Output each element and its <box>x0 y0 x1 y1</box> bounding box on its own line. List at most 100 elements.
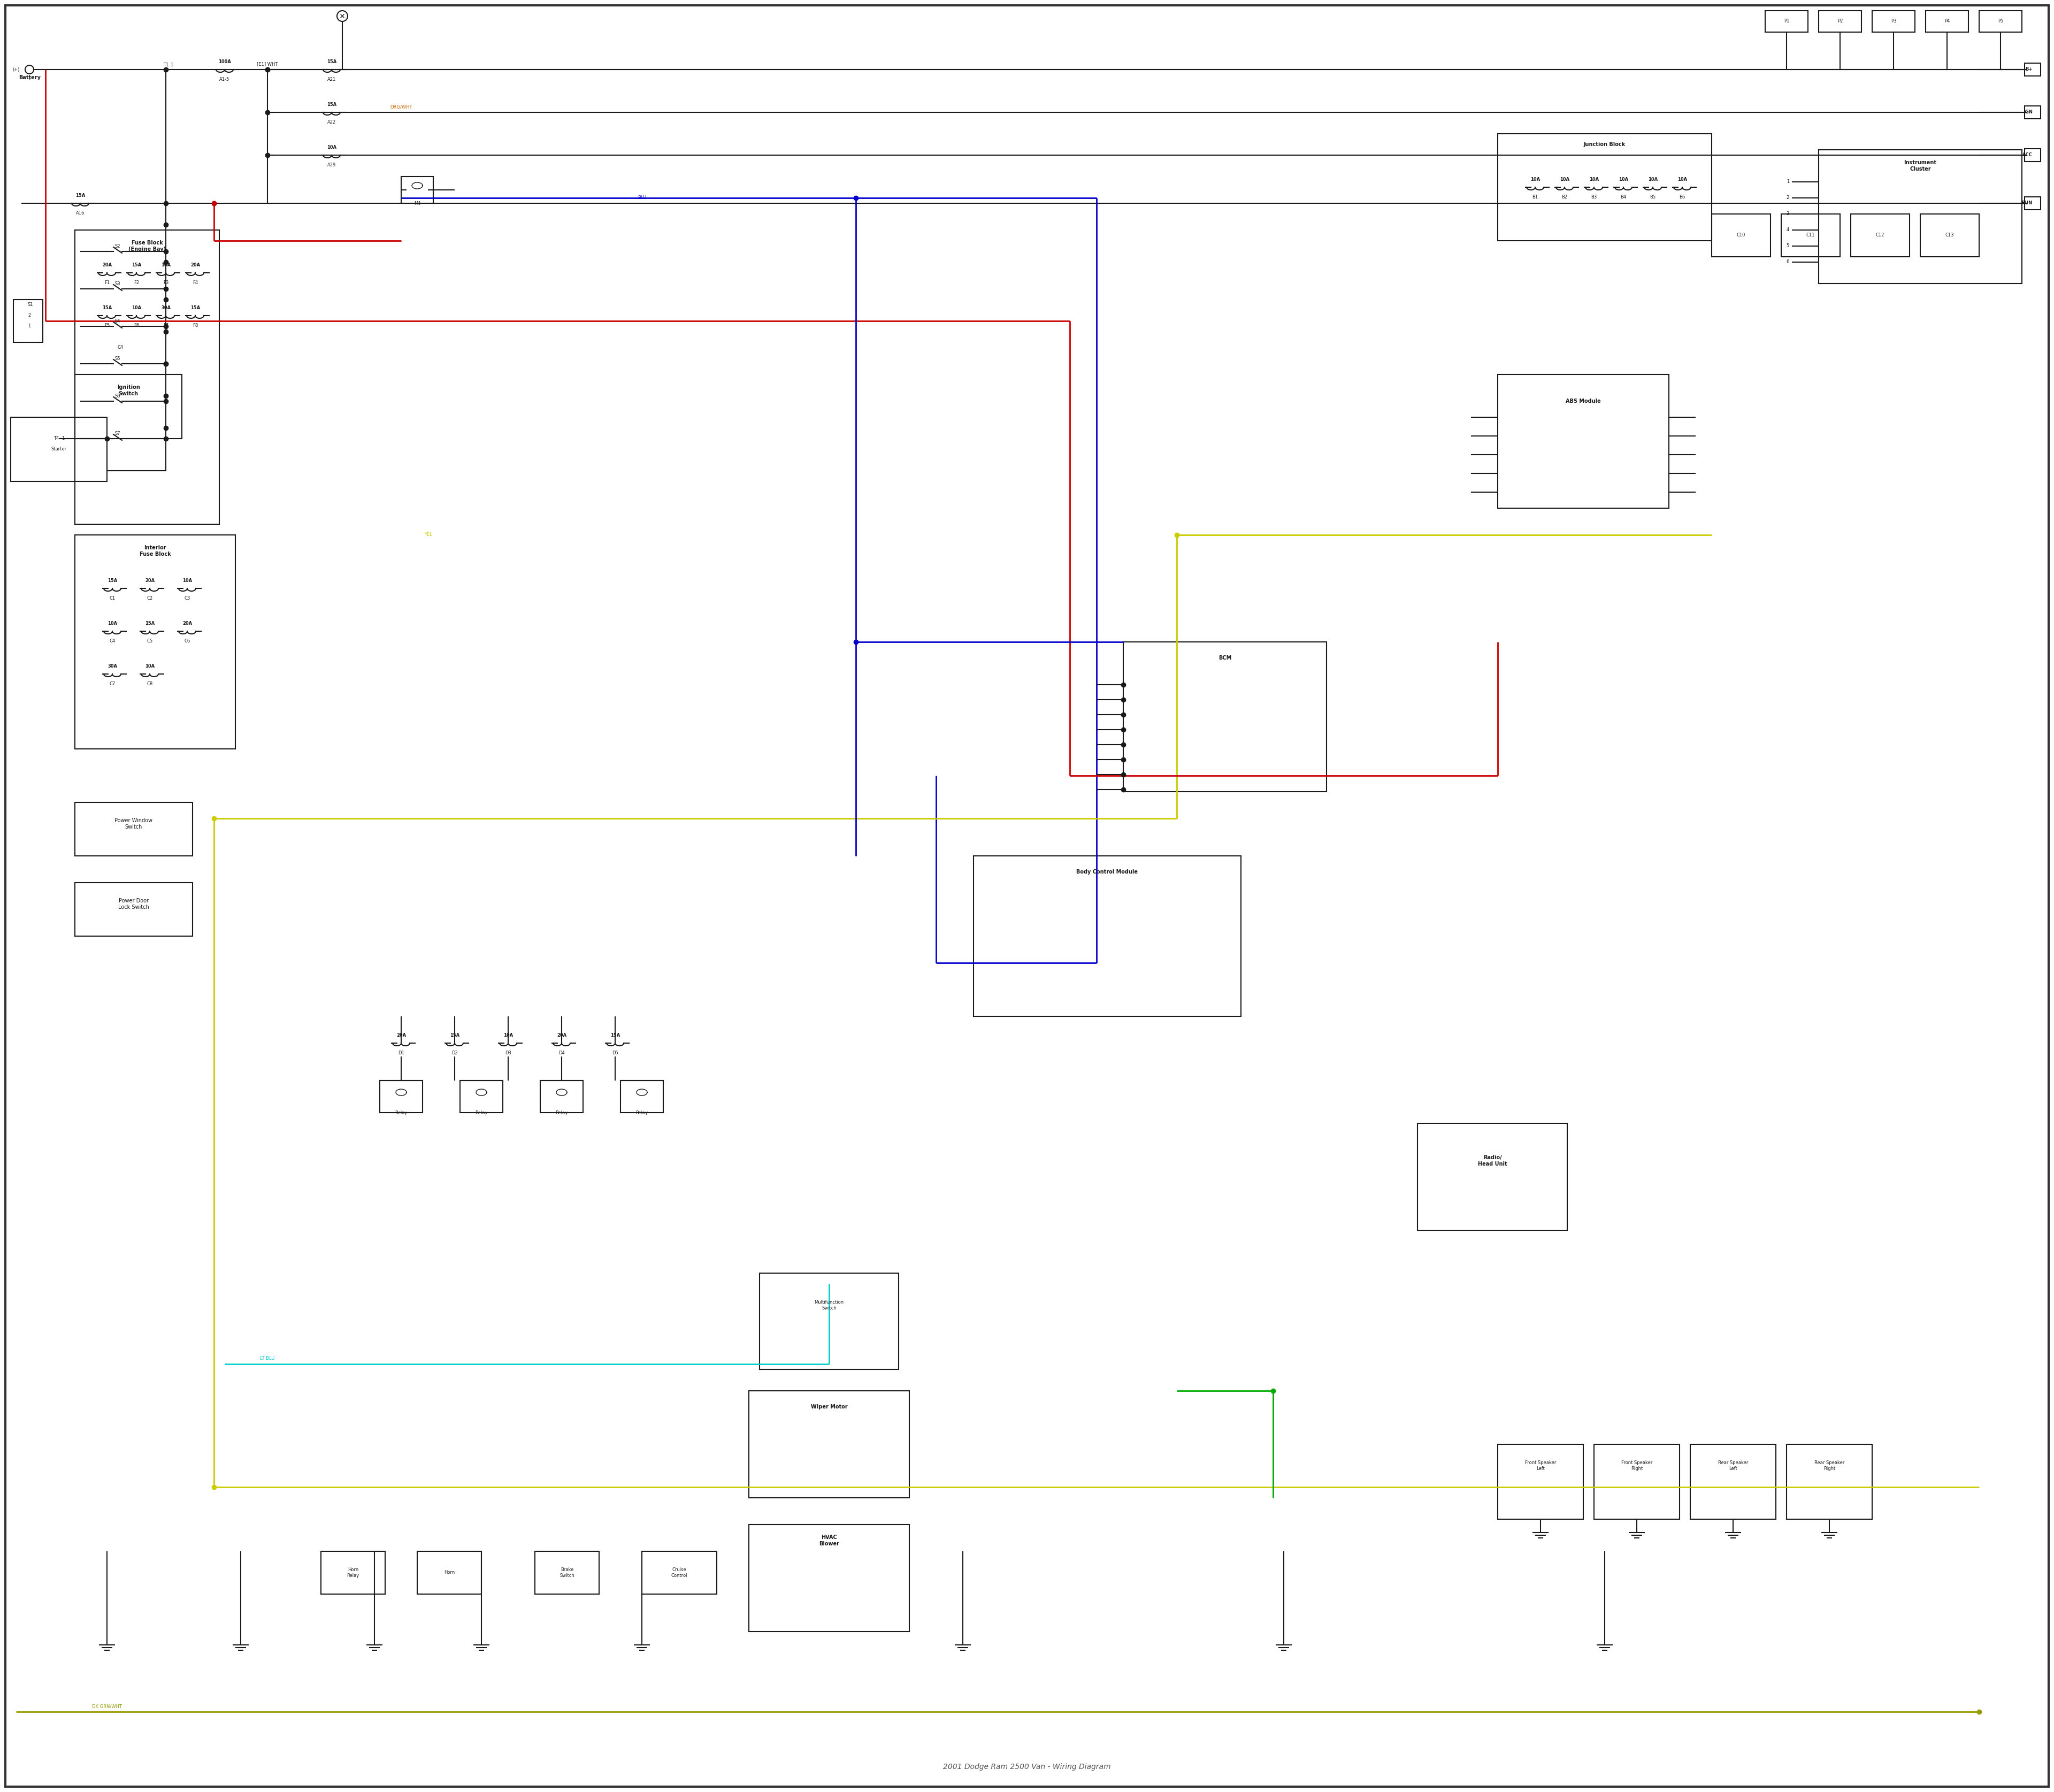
Text: 20A: 20A <box>557 1032 567 1038</box>
Bar <box>417 1552 481 1595</box>
Bar <box>1497 1444 1584 1520</box>
Text: Relay: Relay <box>555 1111 567 1115</box>
Text: C8: C8 <box>146 681 152 686</box>
Text: B1: B1 <box>1532 195 1538 199</box>
Text: Fuse Block
(Engine Bay): Fuse Block (Engine Bay) <box>127 240 166 253</box>
Bar <box>1818 11 1861 32</box>
Text: 15A: 15A <box>327 102 337 108</box>
Bar <box>401 177 433 202</box>
Text: B2: B2 <box>1561 195 1567 199</box>
Text: P3: P3 <box>1892 20 1896 23</box>
Text: 1: 1 <box>170 63 173 68</box>
Text: ORG/WHT: ORG/WHT <box>390 104 413 109</box>
Text: Ignition
Switch: Ignition Switch <box>117 385 140 396</box>
Text: P4: P4 <box>1945 20 1949 23</box>
Text: 6: 6 <box>1787 260 1789 265</box>
Text: RUN: RUN <box>2021 201 2033 206</box>
Text: Multifunction
Switch: Multifunction Switch <box>813 1299 844 1310</box>
Text: C12: C12 <box>1875 233 1884 238</box>
Text: Horn: Horn <box>444 1570 454 1575</box>
Text: (+): (+) <box>12 66 21 72</box>
Text: Rear Speaker
Right: Rear Speaker Right <box>1814 1460 1844 1471</box>
Bar <box>750 1525 910 1631</box>
Text: 15A: 15A <box>103 305 111 310</box>
Text: C4: C4 <box>109 638 115 643</box>
Text: 10A: 10A <box>1530 177 1540 181</box>
Text: Horn
Relay: Horn Relay <box>347 1568 359 1579</box>
Text: 20A: 20A <box>146 579 154 582</box>
Text: Rear Speaker
Left: Rear Speaker Left <box>1717 1460 1748 1471</box>
Text: Relay: Relay <box>394 1111 407 1115</box>
Text: Interior
Fuse Block: Interior Fuse Block <box>140 545 170 557</box>
Text: B6: B6 <box>1680 195 1684 199</box>
Text: A22: A22 <box>327 120 337 125</box>
Text: 15A: 15A <box>327 59 337 65</box>
Bar <box>1980 11 2021 32</box>
Text: HVAC
Blower: HVAC Blower <box>820 1534 840 1546</box>
Text: C3: C3 <box>185 597 191 600</box>
Text: C7: C7 <box>109 681 115 686</box>
Bar <box>2025 149 2040 161</box>
Text: S6: S6 <box>115 394 121 398</box>
Text: 2: 2 <box>29 314 31 317</box>
Bar <box>2025 106 2040 118</box>
Bar <box>1781 213 1840 256</box>
Text: P5: P5 <box>1999 20 2003 23</box>
Text: F4: F4 <box>193 280 197 285</box>
Bar <box>320 1552 386 1595</box>
Text: M4: M4 <box>413 201 421 206</box>
Text: S2: S2 <box>115 244 121 249</box>
Text: 10A: 10A <box>1590 177 1598 181</box>
Text: T4: T4 <box>53 435 60 441</box>
Text: 20A: 20A <box>396 1032 407 1038</box>
Bar <box>1417 1124 1567 1231</box>
Text: 10A: 10A <box>183 579 193 582</box>
Text: 10A: 10A <box>1647 177 1658 181</box>
Bar <box>74 229 220 525</box>
Text: Brake
Switch: Brake Switch <box>559 1568 575 1579</box>
Bar <box>14 299 43 342</box>
Text: DK GRN/WHT: DK GRN/WHT <box>92 1704 121 1710</box>
Bar <box>1871 11 1914 32</box>
Text: F6: F6 <box>134 323 140 328</box>
Bar <box>74 883 193 935</box>
Bar <box>1711 213 1771 256</box>
Text: B3: B3 <box>1592 195 1598 199</box>
Text: 10A: 10A <box>107 622 117 625</box>
Text: 1: 1 <box>62 435 64 441</box>
Text: 10A: 10A <box>1619 177 1629 181</box>
Text: Wiper Motor: Wiper Motor <box>811 1405 848 1410</box>
Bar <box>641 1552 717 1595</box>
Bar <box>1497 375 1668 509</box>
Text: 2001 Dodge Ram 2500 Van - Wiring Diagram: 2001 Dodge Ram 2500 Van - Wiring Diagram <box>943 1763 1111 1770</box>
Bar <box>1497 134 1711 240</box>
Text: BLU: BLU <box>637 195 647 201</box>
Text: 10A: 10A <box>1678 177 1686 181</box>
Text: 15A: 15A <box>610 1032 620 1038</box>
Text: 10A: 10A <box>160 263 170 267</box>
Text: C5: C5 <box>146 638 152 643</box>
Text: 15A: 15A <box>146 622 154 625</box>
Text: C11: C11 <box>1805 233 1816 238</box>
Text: C2: C2 <box>146 597 152 600</box>
Text: Relay: Relay <box>474 1111 487 1115</box>
Text: F8: F8 <box>193 323 197 328</box>
Text: Radio/
Head Unit: Radio/ Head Unit <box>1477 1156 1508 1167</box>
Bar <box>74 803 193 857</box>
Text: Battery: Battery <box>18 75 41 81</box>
Text: S7: S7 <box>115 432 121 435</box>
Text: 10A: 10A <box>131 305 142 310</box>
Bar <box>1594 1444 1680 1520</box>
Bar <box>620 1081 663 1113</box>
Text: C10: C10 <box>1738 233 1746 238</box>
Text: 10A: 10A <box>503 1032 514 1038</box>
Text: [E1] WHT: [E1] WHT <box>257 61 277 66</box>
Text: 1: 1 <box>1787 179 1789 185</box>
Text: D2: D2 <box>452 1050 458 1055</box>
Text: 15A: 15A <box>450 1032 460 1038</box>
Bar <box>540 1081 583 1113</box>
Text: F1: F1 <box>105 280 109 285</box>
Text: B5: B5 <box>1649 195 1656 199</box>
Text: C1: C1 <box>109 597 115 600</box>
Bar <box>10 418 107 482</box>
